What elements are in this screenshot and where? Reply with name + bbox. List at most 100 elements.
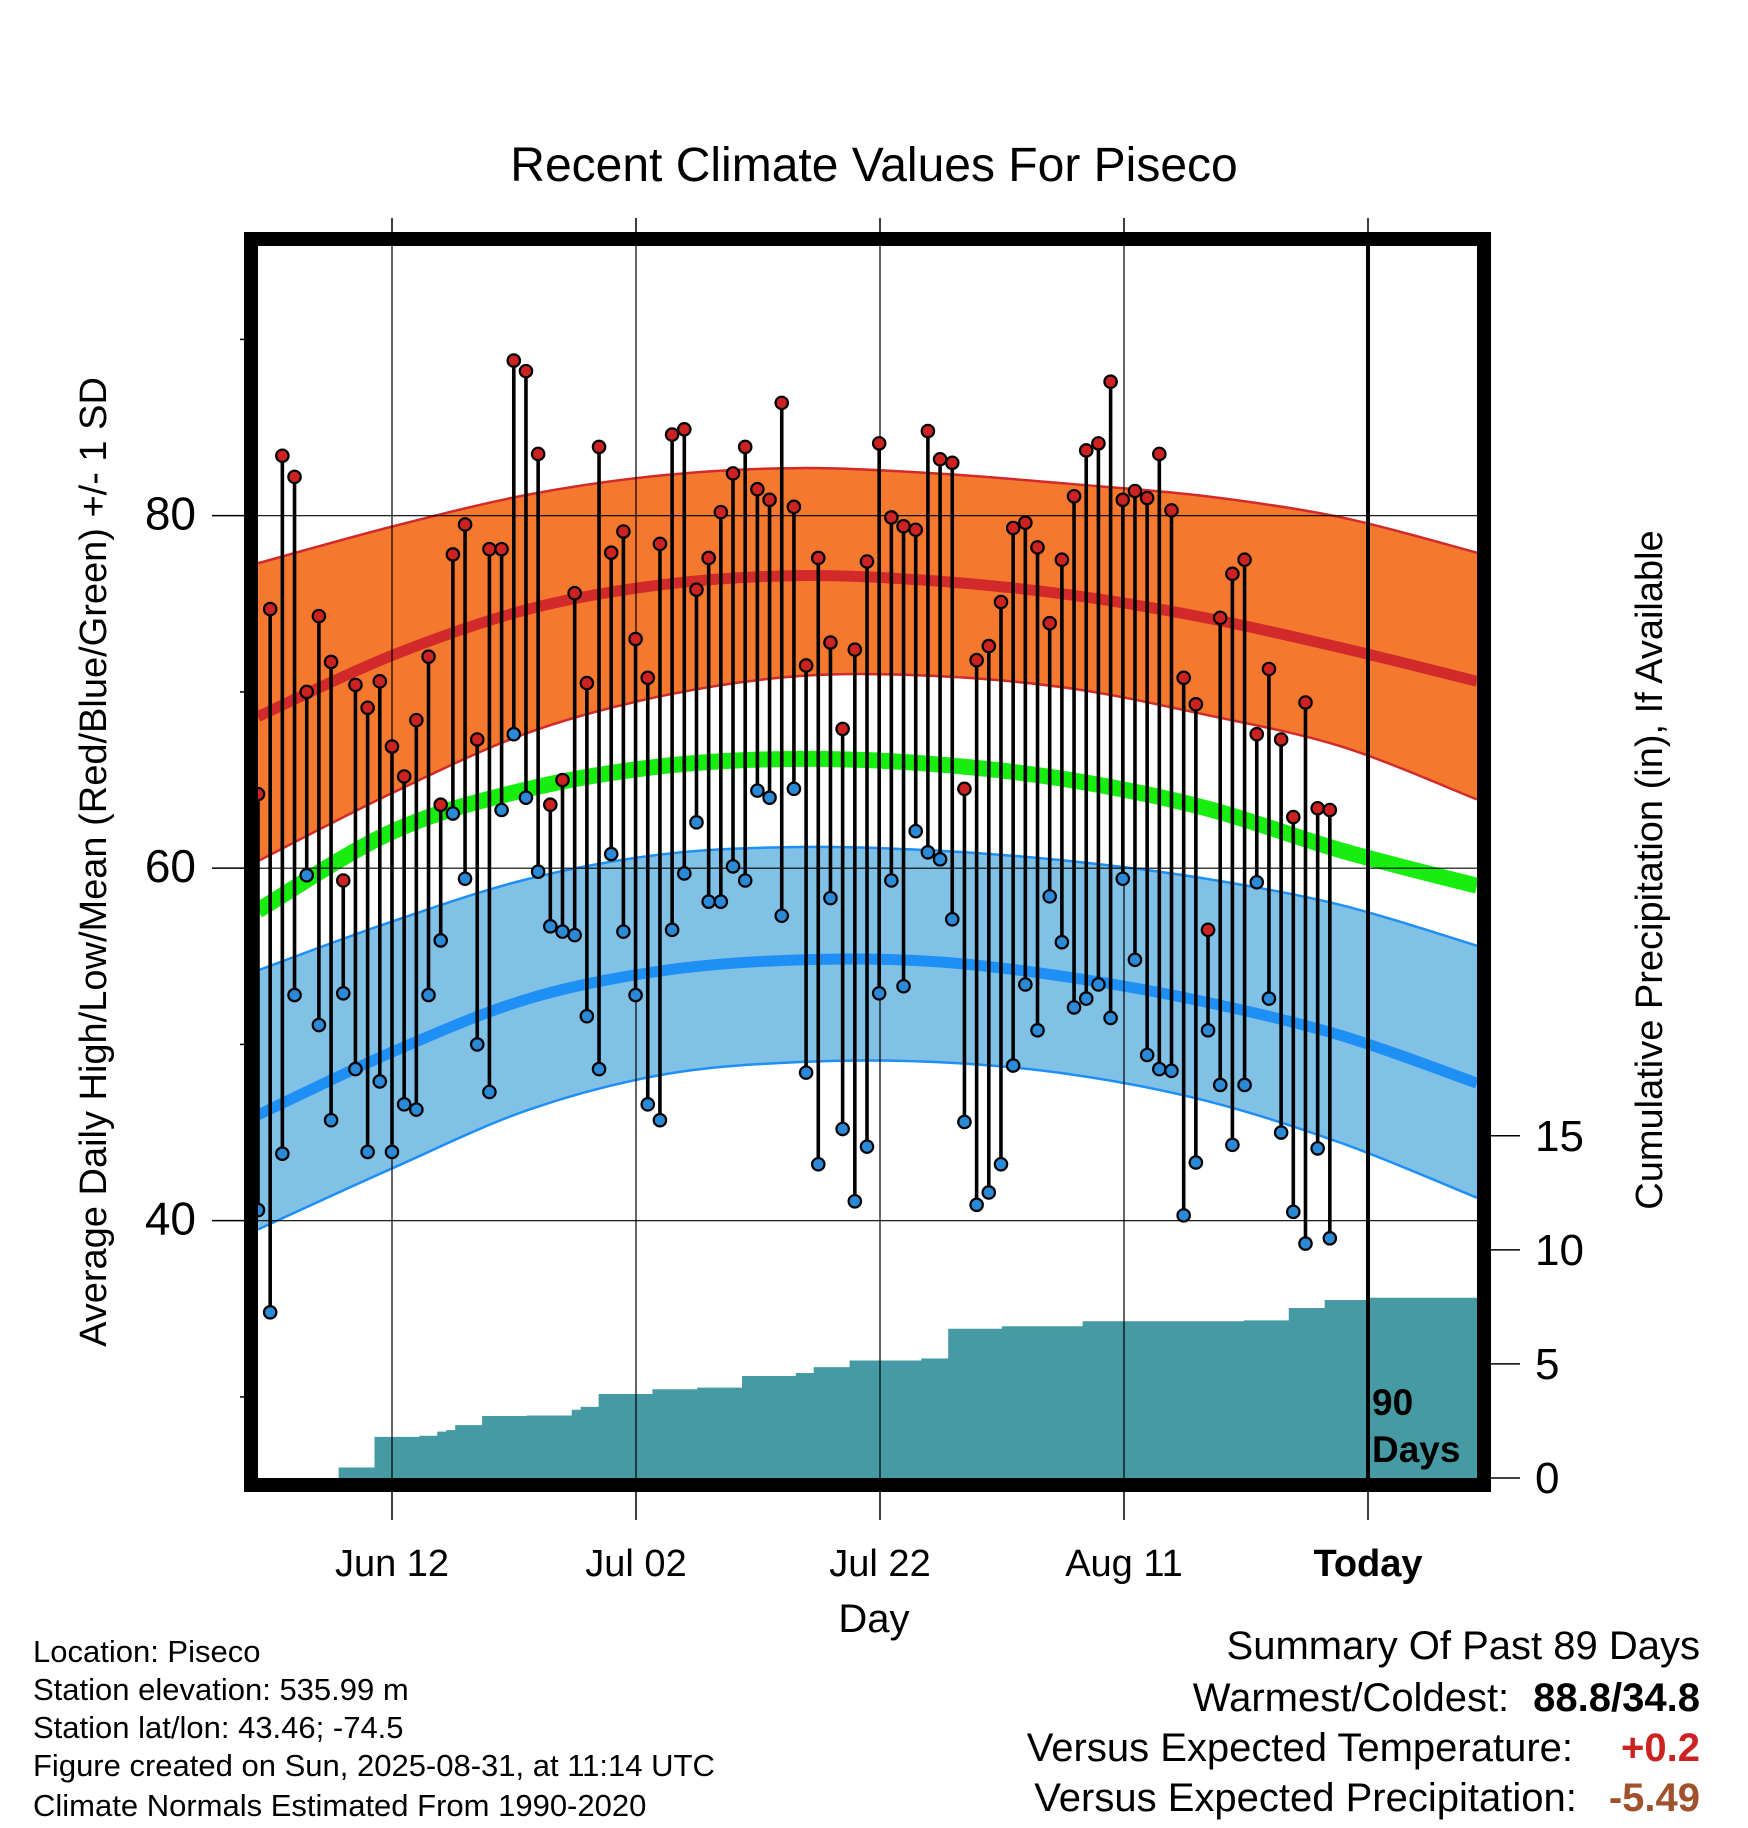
y-axis-label: Average Daily High/Low/Mean (Red/Blue/Gr…: [73, 377, 115, 1347]
low-point: [1091, 977, 1106, 992]
y2-tick-label: 15: [1535, 1112, 1584, 1161]
high-point: [664, 427, 680, 442]
low-point: [262, 1305, 278, 1320]
low-point: [835, 1121, 850, 1137]
summary-heading: Summary Of Past 89 Days: [1226, 1624, 1700, 1668]
low-point: [1225, 1137, 1240, 1153]
plot-area: [258, 246, 1477, 1478]
low-point: [1139, 1047, 1155, 1063]
today-days-label: Days: [1372, 1429, 1460, 1470]
low-point: [859, 1139, 875, 1154]
high-point: [944, 455, 960, 471]
high-point: [1103, 374, 1118, 390]
low-point: [1164, 1063, 1179, 1079]
low-point: [1127, 952, 1143, 968]
low-point: [810, 1156, 826, 1172]
low-point: [798, 1065, 814, 1080]
y-tick-label: 40: [145, 1193, 196, 1245]
high-point: [494, 541, 509, 557]
low-point: [1103, 1010, 1118, 1026]
low-point: [884, 873, 899, 888]
high-point: [969, 652, 984, 668]
low-point: [1176, 1208, 1191, 1223]
low-point: [323, 1112, 339, 1128]
high-point: [823, 635, 838, 650]
low-point: [567, 927, 582, 943]
high-point: [482, 541, 497, 557]
low-point: [457, 871, 473, 887]
low-point: [1115, 871, 1131, 887]
low-point: [908, 823, 924, 839]
low-point: [1188, 1155, 1204, 1170]
high-point: [920, 423, 936, 439]
low-point: [275, 1146, 290, 1161]
high-point: [262, 601, 278, 617]
high-point: [275, 448, 290, 464]
high-point: [372, 674, 388, 689]
high-point: [1249, 726, 1265, 742]
high-point: [1078, 443, 1094, 458]
today-days-label: 90: [1372, 1382, 1413, 1423]
low-point: [969, 1197, 984, 1213]
x-tick-label: Jul 22: [829, 1543, 930, 1585]
high-point: [750, 481, 765, 497]
high-point: [798, 658, 814, 673]
high-point: [701, 550, 716, 566]
chart-title: Recent Climate Values For Piseco: [510, 139, 1238, 192]
low-point: [1212, 1077, 1228, 1093]
high-point: [591, 439, 607, 455]
low-point: [299, 867, 315, 883]
low-point: [701, 894, 716, 909]
low-point: [774, 908, 790, 924]
high-point: [1018, 515, 1033, 531]
high-point: [1066, 488, 1082, 504]
high-point: [1164, 503, 1179, 518]
high-point: [884, 510, 899, 525]
low-point: [823, 890, 838, 906]
high-point: [1005, 520, 1021, 536]
high-point: [567, 585, 582, 601]
temp-value: +0.2: [1621, 1726, 1700, 1770]
low-point: [530, 864, 546, 879]
low-point: [506, 726, 522, 742]
high-point: [835, 721, 850, 737]
high-point: [1176, 670, 1191, 686]
low-point: [591, 1061, 607, 1077]
low-point: [1261, 991, 1277, 1006]
high-point: [1298, 695, 1313, 710]
high-point: [1273, 732, 1289, 747]
high-point: [1152, 446, 1167, 462]
x-tick-label: Jul 02: [585, 1543, 686, 1585]
low-point: [433, 933, 448, 948]
high-point: [908, 522, 924, 538]
low-point: [311, 1017, 327, 1033]
precip-label: Versus Expected Precipitation:: [1034, 1776, 1577, 1820]
low-band-upper-line: [258, 845, 1477, 972]
high-point: [993, 594, 1009, 610]
high-point: [299, 684, 315, 700]
low-point: [1078, 991, 1094, 1006]
high-point: [1310, 800, 1325, 816]
high-point: [384, 739, 400, 754]
latlon-text: Station lat/lon: 43.46; -74.5: [33, 1710, 404, 1745]
low-point: [957, 1114, 972, 1130]
low-point: [1018, 977, 1033, 992]
high-point: [713, 504, 729, 520]
low-point: [1237, 1077, 1252, 1093]
low-point: [555, 924, 570, 939]
low-point: [1273, 1125, 1289, 1140]
high-point: [786, 499, 802, 515]
high-point: [603, 545, 619, 560]
high-point: [506, 353, 522, 368]
high-point: [616, 524, 631, 539]
y2-tick-label: 10: [1535, 1226, 1584, 1275]
low-point: [737, 873, 753, 888]
low-point: [786, 781, 802, 797]
low-point: [676, 866, 692, 881]
warm-cold-value: 88.8/34.8: [1533, 1676, 1700, 1720]
warm-cold-label: Warmest/Coldest:: [1192, 1676, 1510, 1720]
low-point: [932, 852, 948, 867]
low-point: [616, 924, 631, 939]
high-point: [896, 518, 911, 534]
